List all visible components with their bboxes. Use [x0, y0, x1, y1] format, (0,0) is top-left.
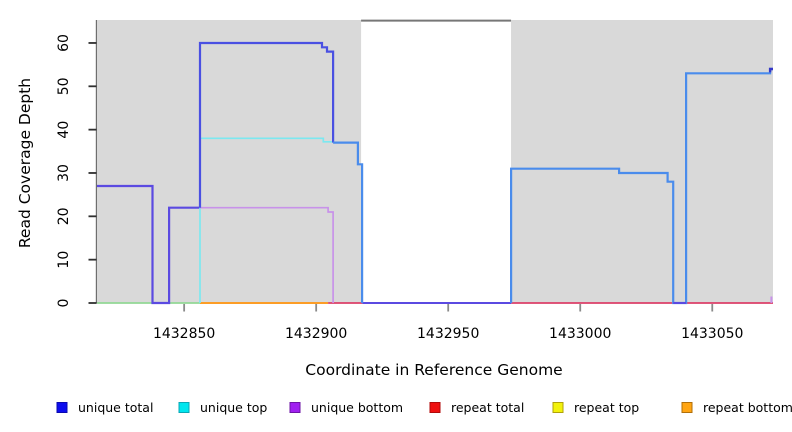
y-tick-label: 50	[56, 77, 72, 95]
legend-swatch-unique-bottom	[289, 402, 301, 413]
legend-swatch-unique-top	[178, 402, 190, 413]
y-tick-label: 10	[56, 251, 72, 269]
y-axis: 0 10 20 30 40 50 60	[56, 34, 97, 307]
legend-swatch-unique-total	[56, 402, 68, 413]
legend-label-unique-bottom: unique bottom	[311, 400, 403, 415]
x-axis-title: Coordinate in Reference Genome	[305, 361, 562, 379]
y-tick-label: 40	[56, 121, 72, 139]
unique-total-peak-60	[198, 41, 335, 208]
y-tick-label: 20	[56, 207, 72, 225]
y-tick-label: 0	[56, 299, 72, 308]
unique-bottom-line	[200, 206, 334, 303]
repeat-shaded-regions	[97, 20, 773, 303]
x-tick-label: 1432900	[285, 326, 347, 342]
x-tick-label: 1433050	[681, 326, 743, 342]
legend-label-repeat-top: repeat top	[574, 400, 639, 415]
legend-swatch-repeat-total	[429, 402, 441, 413]
legend-swatch-repeat-top	[552, 402, 564, 413]
x-tick-label: 1432850	[153, 326, 215, 342]
repeat-region-shade	[511, 20, 773, 303]
x-tick-label: 1433000	[549, 326, 611, 342]
unique-total-mid-drop	[333, 141, 364, 303]
unique-total-left-segment	[97, 184, 200, 305]
legend: unique total unique top unique bottom repea…	[56, 400, 792, 415]
coverage-lines	[97, 41, 773, 305]
legend-label-repeat-bottom: repeat bottom	[703, 400, 792, 415]
y-axis-title: Read Coverage Depth	[16, 78, 34, 248]
legend-label-unique-top: unique top	[200, 400, 267, 415]
x-tick-label: 1432950	[417, 326, 479, 342]
y-tick-label: 30	[56, 164, 72, 182]
legend-swatch-repeat-bottom	[681, 402, 693, 413]
legend-label-repeat-total: repeat total	[451, 400, 524, 415]
plot-borders	[95, 19, 512, 304]
legend-label-unique-total: unique total	[78, 400, 153, 415]
x-axis: 1432850 1432900 1432950 1433000 1433050	[153, 304, 743, 342]
repeat-region-shade	[97, 20, 362, 303]
line-end-cap-dark	[768, 67, 773, 73]
y-tick-label: 60	[56, 34, 72, 52]
unique-total-right-segment	[510, 67, 773, 305]
